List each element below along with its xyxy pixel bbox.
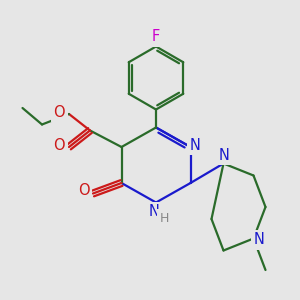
Text: O: O xyxy=(78,183,90,198)
Text: N: N xyxy=(219,148,230,163)
Text: F: F xyxy=(152,29,160,44)
Text: N: N xyxy=(254,232,264,247)
Text: O: O xyxy=(54,105,65,120)
Text: H: H xyxy=(160,212,169,225)
Text: N: N xyxy=(190,138,200,153)
Text: O: O xyxy=(54,138,65,153)
Text: N: N xyxy=(149,204,160,219)
